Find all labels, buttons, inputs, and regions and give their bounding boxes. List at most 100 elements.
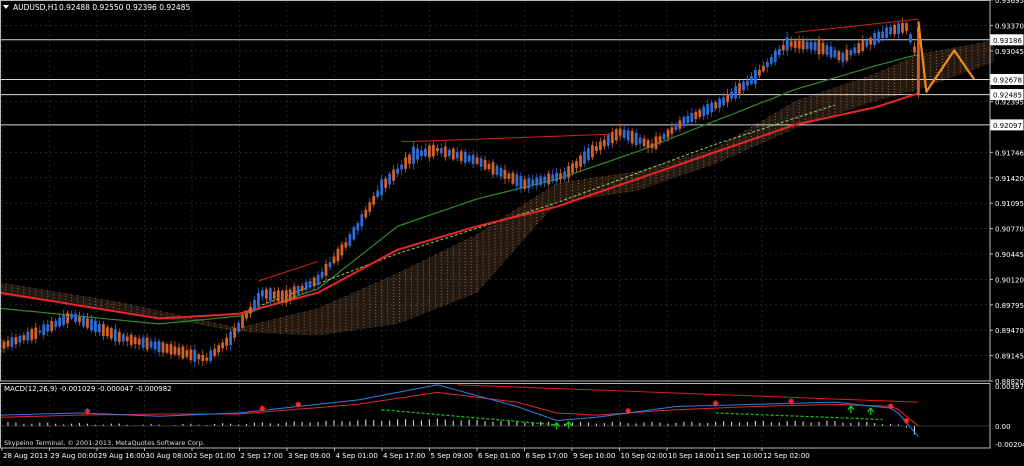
candle-body [881,31,885,39]
candle-body [718,98,721,108]
candle-body [26,331,30,341]
macd-green-dashed [715,412,883,421]
x-tick-label: 10 Sep 18:00 [668,452,715,460]
candle-body [515,174,519,186]
candle-body [773,50,777,62]
candle-body [137,338,141,345]
candle-body [86,318,89,328]
candle-body [447,149,451,157]
candle-body [507,173,511,179]
fast-ma-line [0,92,919,320]
macd-title: MACD(12,26,9) -0.001029 -0.000047 -0.000… [4,385,172,393]
candle-body [646,140,650,148]
candle-body [722,97,725,106]
candle-body [416,148,419,160]
candle-body [781,45,785,51]
cloud-area [0,40,994,336]
candle-body [265,289,268,299]
y-tick-label: 0.91420 [995,175,1024,183]
candle-body [336,248,340,261]
candle-body [90,319,93,331]
candle-body [261,290,264,297]
candle-body [121,334,125,342]
candle-body [483,159,487,170]
candle-body [22,335,26,341]
candle-body [332,256,336,264]
candle-body [742,81,745,91]
candle-body [738,83,741,95]
candle-body [734,85,737,99]
candle-body [400,164,403,170]
candle-body [698,109,702,117]
candle-body [106,327,109,337]
candle-body [658,136,662,144]
candle-body [328,262,332,268]
red-star-marker [788,398,795,405]
candle-body [861,40,865,51]
y-tick-label: 0.90120 [995,276,1024,284]
candle-body [678,120,682,129]
candle-body [213,348,217,356]
candle-body [272,291,276,299]
candle-body [432,144,435,157]
candle-body [622,129,626,138]
candle-body [185,350,189,357]
candle-body [348,234,352,246]
candle-body [853,47,857,54]
candle-body [253,300,256,310]
candle-body [837,51,841,61]
candle-body [479,158,483,167]
candle-body [368,202,372,212]
x-tick-label: 10 Sep 02:00 [621,452,668,460]
candle-body [833,50,837,58]
candle-body [436,148,439,152]
candle-body [491,162,495,175]
candle-body [626,130,630,141]
candle-body [841,52,845,63]
candle-body [539,176,543,185]
candle-body [905,23,908,31]
candle-body [694,111,698,119]
candle-body [98,324,101,333]
red-star-marker [887,403,894,410]
candle-body [10,337,14,347]
price-panel-border [0,0,991,382]
candle-body [793,40,797,48]
candle-body [511,172,515,184]
signal-dashed-line [238,104,836,315]
trendline [401,133,617,143]
forecast-path [917,21,976,93]
candle-body [909,34,912,43]
candle-body [221,342,225,349]
candle-body [269,288,272,301]
candle-body [606,135,610,146]
candle-body [388,173,391,185]
candle-body [30,329,34,341]
candle-body [42,324,46,336]
candle-body [149,341,153,348]
candle-body [531,179,535,186]
candle-body [165,344,169,353]
y-tick-label: 0.93370 [995,22,1024,30]
candle-body [109,328,113,339]
candle-body [169,344,173,355]
candle-body [428,145,431,158]
candle-body [125,336,129,342]
candle-body [209,350,213,361]
macd-panel [0,384,990,438]
candle-body [455,151,459,159]
candle-body [555,172,558,182]
macd-y-tick-label: -0.00204 [995,441,1024,449]
candle-body [769,57,773,64]
candle-body [467,155,471,162]
candle-body [439,148,443,154]
triangle-down-icon[interactable] [3,5,9,9]
candle-body [74,313,77,322]
candle-body [547,173,551,185]
y-tick-label: 0.90770 [995,226,1024,234]
price-level-box [990,119,1024,131]
candle-body [217,345,221,353]
candle-body [575,161,578,169]
